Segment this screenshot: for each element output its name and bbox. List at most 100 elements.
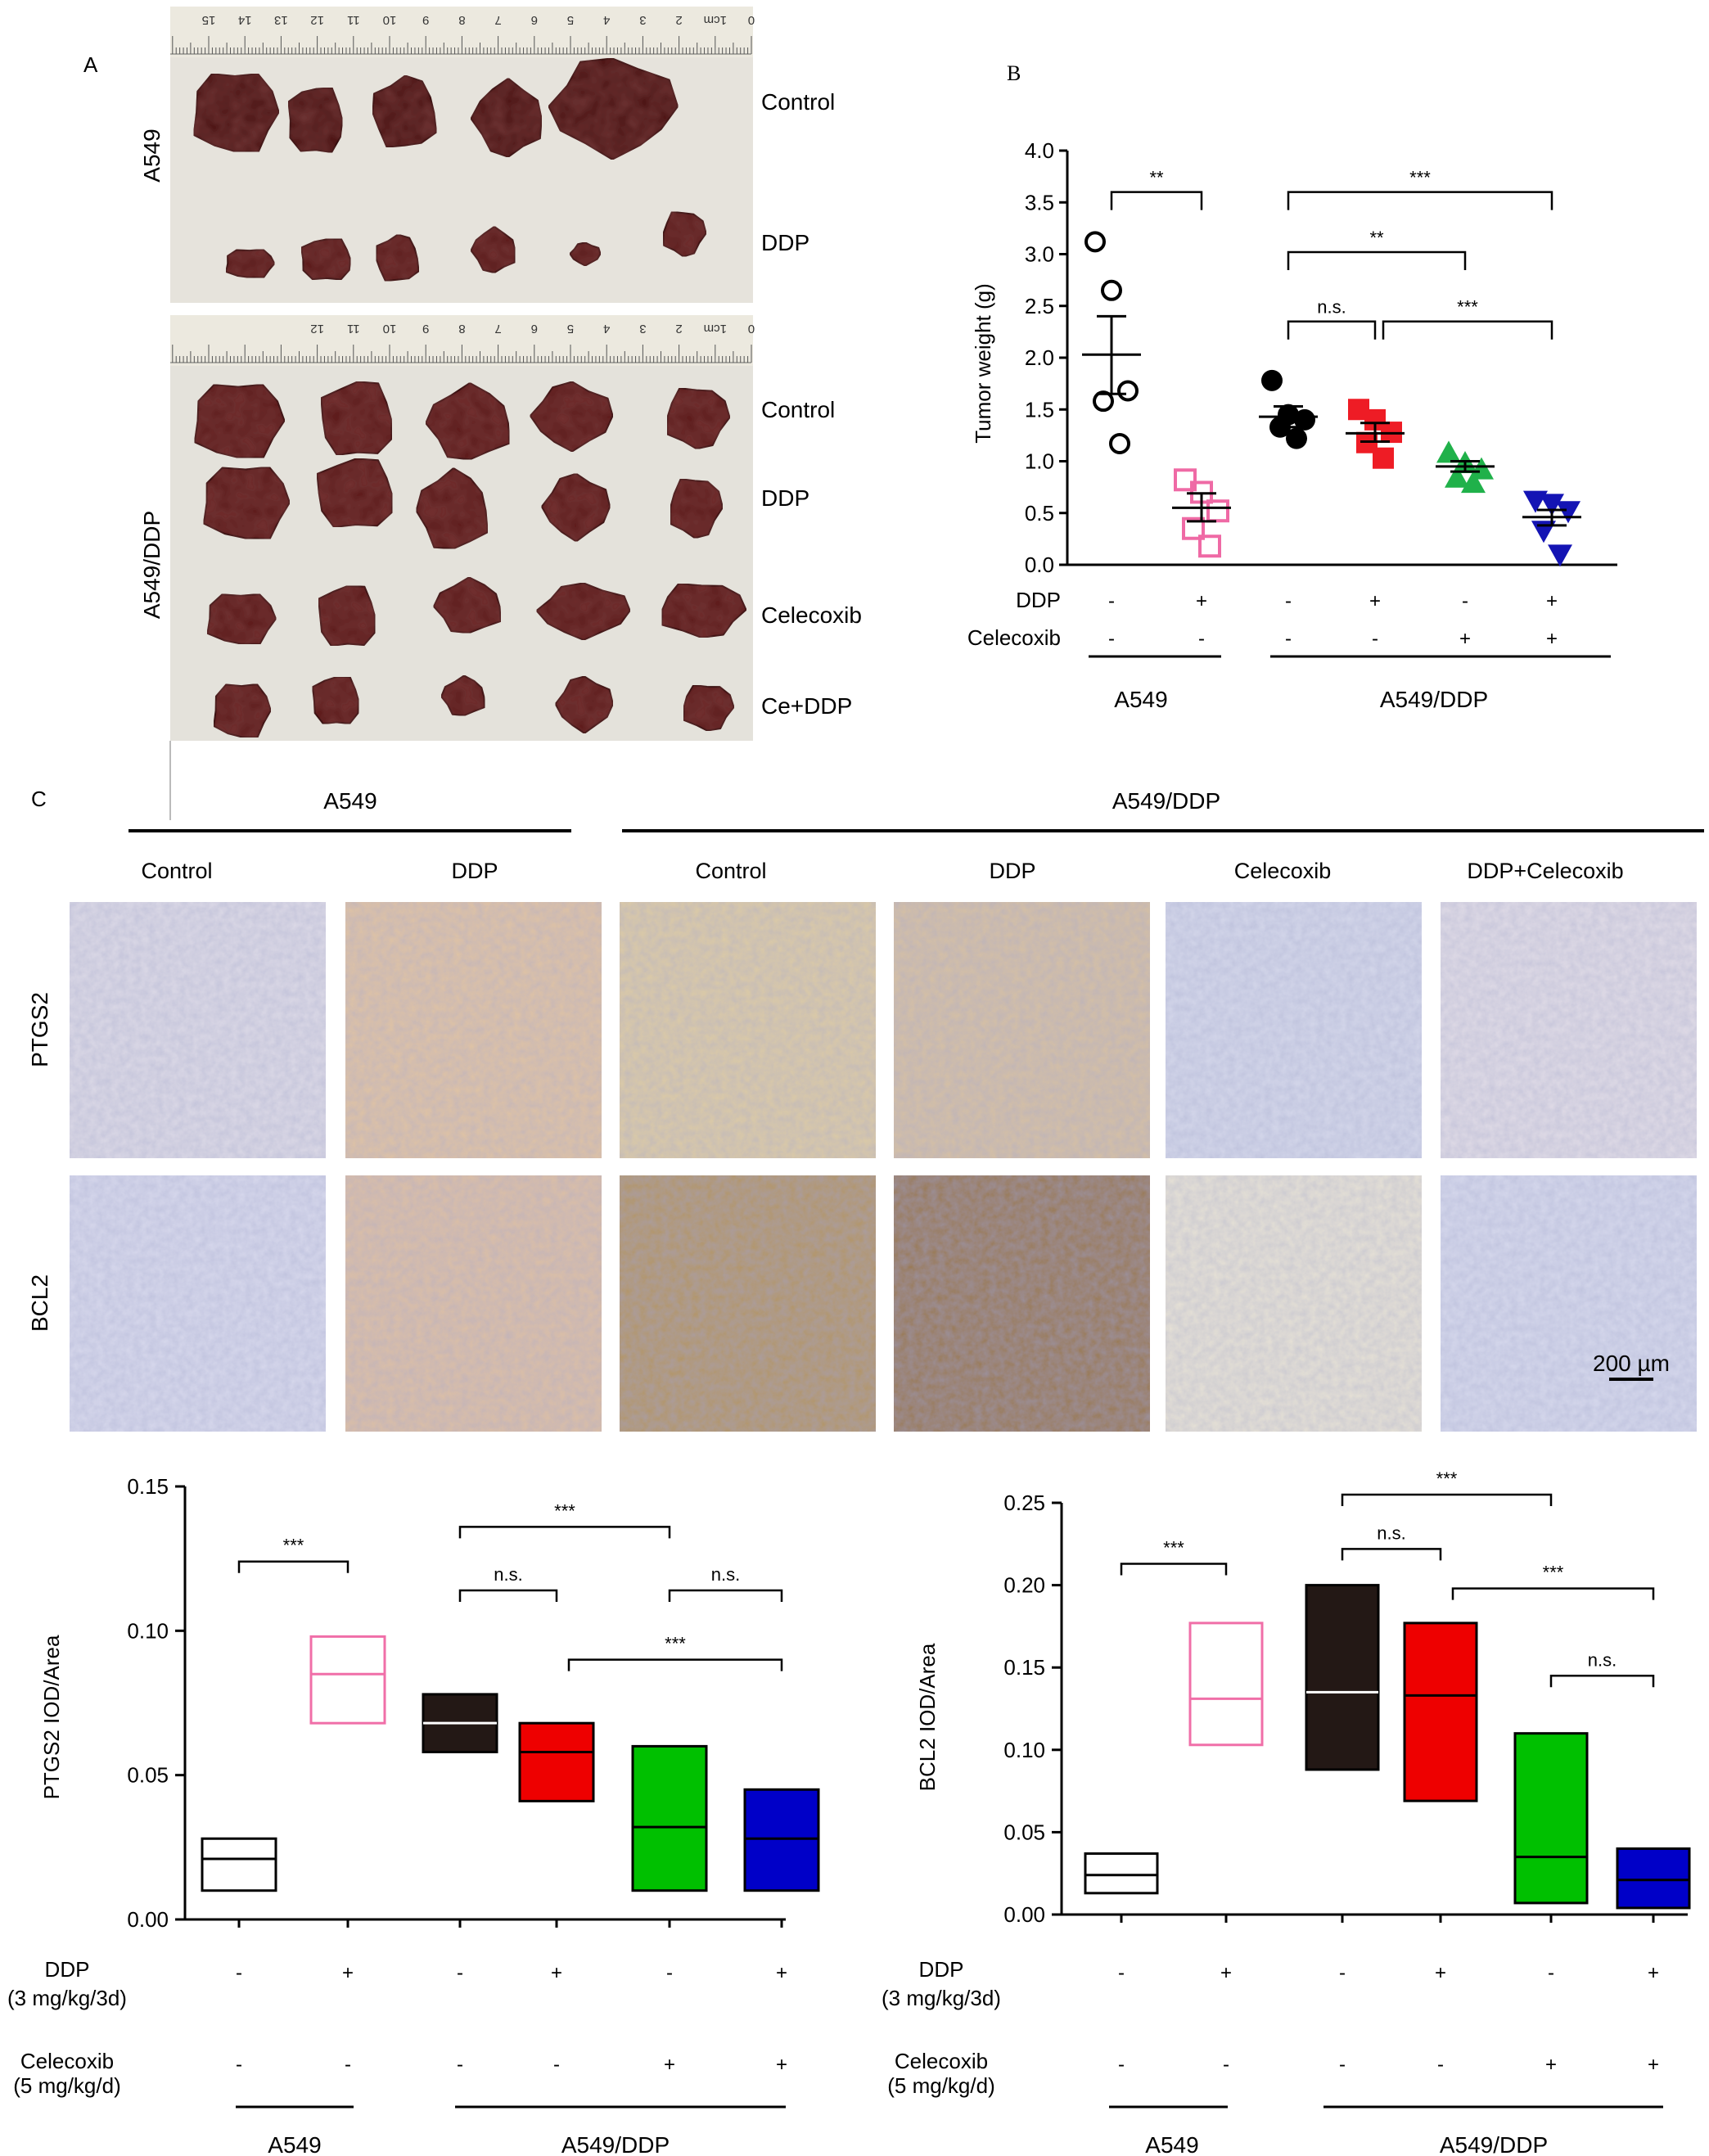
ruler-tick-label: 11 xyxy=(347,322,360,336)
b-significance-bracket xyxy=(1287,250,1467,270)
tumor xyxy=(683,684,735,732)
c-box xyxy=(1616,1847,1691,1910)
c-significance-bracket xyxy=(567,1658,783,1671)
b-point xyxy=(1174,468,1197,492)
c-box xyxy=(309,1635,386,1725)
ihc-image xyxy=(620,1175,876,1432)
ptgs2-ylabel: PTGS2 IOD/Area xyxy=(39,1635,64,1799)
b-point xyxy=(1445,465,1469,488)
c-ytick-label: 0.10 xyxy=(1003,1738,1045,1762)
c-significance-bracket xyxy=(237,1560,349,1573)
c-condition-sign: + xyxy=(776,1962,787,1984)
c-box xyxy=(1084,1852,1159,1895)
c-significance-bracket xyxy=(458,1526,671,1539)
c-significance-bracket xyxy=(458,1589,558,1602)
ruler-tick-label: 2 xyxy=(675,13,682,27)
ruler-tick-label: 9 xyxy=(422,13,429,27)
b-group-label-a549ddp: A549/DDP xyxy=(1380,687,1488,712)
tumor xyxy=(206,593,277,645)
panel-label-c: C xyxy=(31,787,47,811)
b-point xyxy=(1540,494,1564,516)
b-significance-bracket xyxy=(1287,191,1553,210)
tumor xyxy=(670,478,724,539)
ruler-tick-label: 9 xyxy=(422,322,429,336)
ihc-col-celecoxib: Celecoxib xyxy=(1234,859,1332,883)
b-condition-sign: - xyxy=(1198,628,1205,650)
tumor xyxy=(540,472,611,543)
ruler-tick-label: 5 xyxy=(567,13,574,27)
tumor-weight-chart: Tumor weight (g) DDP Celecoxib A549 A549… xyxy=(967,138,1617,712)
ihc-image xyxy=(1441,902,1697,1158)
row-label-a549ddp-control: Control xyxy=(761,397,835,422)
tumor xyxy=(548,57,679,160)
b-ytick-label: 0.5 xyxy=(1025,501,1054,525)
ihc-col-control-a549ddp: Control xyxy=(695,859,766,883)
row-label-a549-control: Control xyxy=(761,89,835,115)
tumor xyxy=(529,381,614,453)
c-condition-sign: - xyxy=(345,2054,351,2076)
b-condition-sign: + xyxy=(1459,628,1471,650)
ihc-header: A549 A549/DDP Control DDP Control DDP Ce… xyxy=(27,788,1704,1332)
c-ytick-label: 0.15 xyxy=(127,1474,169,1499)
b-ytick-label: 0.0 xyxy=(1025,553,1054,577)
photo-label-a549: A549 xyxy=(139,129,165,182)
c-condition-sign: - xyxy=(457,2054,463,2076)
ruler-tick-label: 8 xyxy=(458,322,465,336)
b-condition-sign: - xyxy=(1108,628,1115,650)
b-condition-sign: + xyxy=(1546,590,1558,612)
b-significance-label: ** xyxy=(1149,168,1164,188)
ptgs2-chart: PTGS2 IOD/Area DDP (3 mg/kg/3d) Celecoxi… xyxy=(7,1474,820,2156)
c-significance-label: *** xyxy=(554,1500,575,1521)
tumor xyxy=(662,210,707,258)
ruler-a549ddp: 12 11 10 9 8 7 6 5 4 3 2 1cm 0 xyxy=(170,322,755,363)
c-condition-sign: + xyxy=(1545,2054,1557,2076)
b-cond-label-ddp: DDP xyxy=(1016,588,1061,612)
scale-bar-label: 200 µm xyxy=(1593,1351,1670,1376)
c-significance-label: *** xyxy=(1436,1468,1458,1489)
ruler-tick-label: 3 xyxy=(639,322,646,336)
b-point xyxy=(1436,440,1461,463)
ihc-row-bcl2: BCL2 xyxy=(27,1274,52,1332)
c-ytick-label: 0.25 xyxy=(1003,1491,1045,1515)
c1-group-label-a549ddp: A549/DDP xyxy=(561,2132,670,2156)
ruler-tick-label: 7 xyxy=(494,322,501,336)
b-point xyxy=(1548,544,1572,567)
c-condition-sign: - xyxy=(457,1962,463,1984)
c-significance-bracket xyxy=(1120,1563,1228,1576)
ihc-image xyxy=(345,902,602,1158)
c-significance-bracket xyxy=(1451,1587,1655,1600)
b-point xyxy=(1261,369,1283,391)
c-significance-label: *** xyxy=(665,1634,686,1654)
b-point xyxy=(1182,516,1205,540)
b-point xyxy=(1117,380,1139,402)
ruler-tick-label: 1cm xyxy=(704,322,727,336)
c-condition-sign: + xyxy=(551,1962,562,1984)
ruler-tick-label: 12 xyxy=(310,322,324,336)
b-point xyxy=(1373,447,1394,469)
b-cond-label-celecoxib: Celecoxib xyxy=(967,625,1061,650)
a549-tumor-photo: 15 14 13 12 11 10 9 8 7 6 5 4 3 2 1cm 0 xyxy=(170,7,755,303)
c-ytick-label: 0.05 xyxy=(127,1763,169,1788)
panel-label-a: A xyxy=(83,52,98,77)
c-box xyxy=(1188,1622,1264,1747)
ruler-tick-label: 4 xyxy=(603,322,610,336)
ruler-tick-label: 11 xyxy=(347,13,360,27)
tumor xyxy=(193,383,286,459)
ihc-col-ddp-a549ddp: DDP xyxy=(989,859,1035,883)
tumor xyxy=(320,381,393,456)
b-point xyxy=(1286,427,1307,449)
ihc-col-ddp-a549: DDP xyxy=(451,859,498,883)
c-condition-sign: - xyxy=(1339,2054,1346,2076)
tumor xyxy=(287,87,344,154)
tumor xyxy=(661,583,747,638)
tumor xyxy=(425,381,511,461)
tumor xyxy=(432,576,502,634)
b-point xyxy=(1198,534,1221,558)
c-box xyxy=(743,1788,820,1892)
tumor xyxy=(300,237,352,281)
b-condition-sign: - xyxy=(1462,590,1468,612)
ruler-tick-label: 6 xyxy=(531,13,538,27)
b-ytick-label: 2.5 xyxy=(1025,294,1054,318)
b-significance-label: n.s. xyxy=(1317,297,1346,318)
ruler-tick-label: 3 xyxy=(639,13,646,27)
